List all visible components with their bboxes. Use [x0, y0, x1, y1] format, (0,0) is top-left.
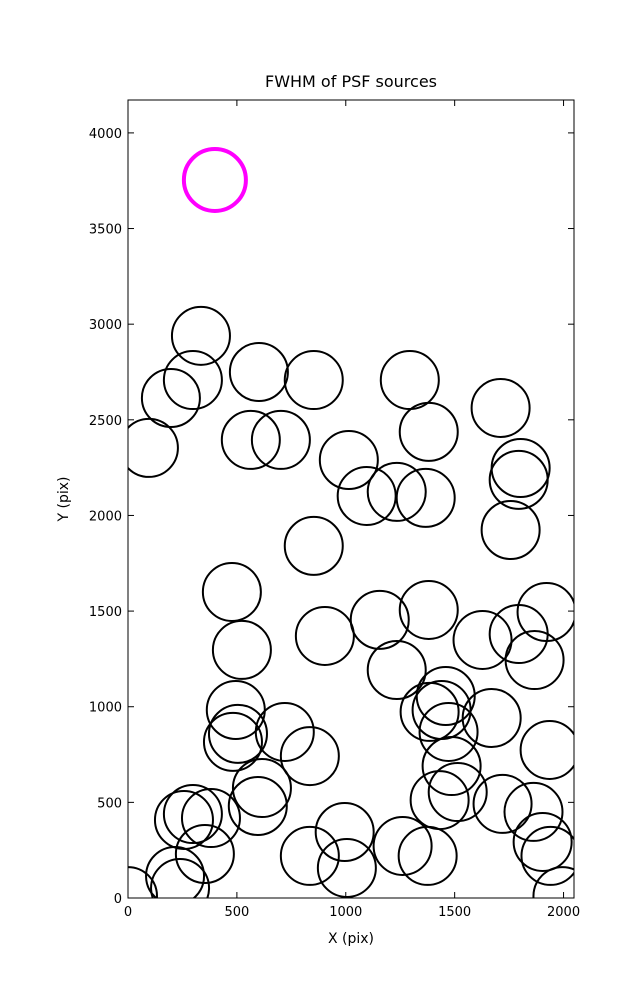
source-circle: [503, 781, 564, 842]
y-tick-label: 0: [114, 892, 122, 907]
y-tick-label: 1500: [89, 605, 122, 620]
x-tick-label: 2000: [547, 905, 580, 920]
source-circle: [180, 788, 241, 849]
source-circle: [480, 499, 541, 560]
source-circle: [379, 350, 440, 411]
source-circle: [452, 609, 513, 670]
x-tick-label: 1500: [438, 905, 471, 920]
source-circle: [398, 401, 459, 462]
y-tick-label: 500: [97, 796, 122, 811]
chart-title: FWHM of PSF sources: [265, 72, 437, 91]
source-circle: [211, 619, 272, 680]
source-circle: [279, 825, 340, 886]
x-tick-label: 1000: [329, 905, 362, 920]
x-tick-label: 500: [224, 905, 249, 920]
source-circle: [162, 350, 223, 411]
source-circle: [170, 305, 231, 366]
source-circle: [294, 605, 355, 666]
source-circle: [162, 784, 223, 845]
y-tick-label: 1000: [89, 701, 122, 716]
source-circle: [283, 350, 344, 411]
y-tick-label: 3500: [89, 223, 122, 238]
source-circle: [174, 824, 235, 885]
y-tick-label: 2500: [89, 414, 122, 429]
source-circle: [519, 719, 574, 780]
source-circle: [504, 630, 565, 691]
source-circle: [336, 465, 397, 526]
source-circle: [461, 688, 522, 749]
y-axis-label: Y (pix): [56, 477, 72, 523]
source-circle: [366, 640, 427, 700]
plot-frame: [127, 99, 575, 899]
source-circle: [490, 438, 551, 499]
source-circle: [227, 775, 288, 836]
source-circle: [316, 837, 377, 898]
source-circle: [395, 467, 456, 528]
source-circle: [250, 409, 311, 470]
y-tick-label: 3000: [89, 318, 122, 333]
source-circle: [421, 736, 482, 797]
source-circle: [279, 726, 340, 787]
x-axis-label: X (pix): [328, 931, 374, 947]
source-circle: [145, 846, 206, 898]
source-circle: [128, 866, 158, 898]
y-tick-label: 2000: [89, 509, 122, 524]
source-circle: [397, 825, 458, 886]
plot-area: [128, 146, 574, 898]
source-circle: [488, 604, 549, 665]
source-circle: [349, 589, 410, 650]
source-circle: [520, 825, 574, 886]
source-circle: [150, 858, 211, 898]
source-circle: [254, 701, 315, 762]
source-circle: [314, 802, 375, 863]
source-circle: [231, 758, 292, 819]
source-circle: [516, 582, 574, 643]
x-tick-label: 0: [124, 905, 132, 920]
source-circle: [512, 811, 573, 872]
source-circle: [532, 866, 574, 898]
source-circle: [366, 461, 427, 522]
source-circle: [409, 770, 470, 831]
source-circle: [398, 579, 459, 640]
source-circle: [181, 146, 248, 213]
source-circle: [228, 341, 289, 402]
source-circle: [128, 417, 179, 478]
source-circle: [418, 701, 479, 762]
y-tick-label: 4000: [89, 127, 122, 142]
source-circle: [140, 368, 201, 429]
source-circle: [283, 515, 344, 576]
source-circle: [399, 681, 460, 742]
source-circle: [207, 703, 268, 764]
source-circle: [427, 762, 488, 823]
source-circle: [201, 561, 262, 622]
source-circle: [488, 449, 549, 510]
source-circle: [220, 409, 281, 470]
source-circle: [472, 773, 533, 834]
source-circle: [470, 377, 531, 438]
source-circle: [202, 711, 263, 772]
source-circle: [372, 815, 433, 876]
source-circle: [318, 429, 379, 490]
